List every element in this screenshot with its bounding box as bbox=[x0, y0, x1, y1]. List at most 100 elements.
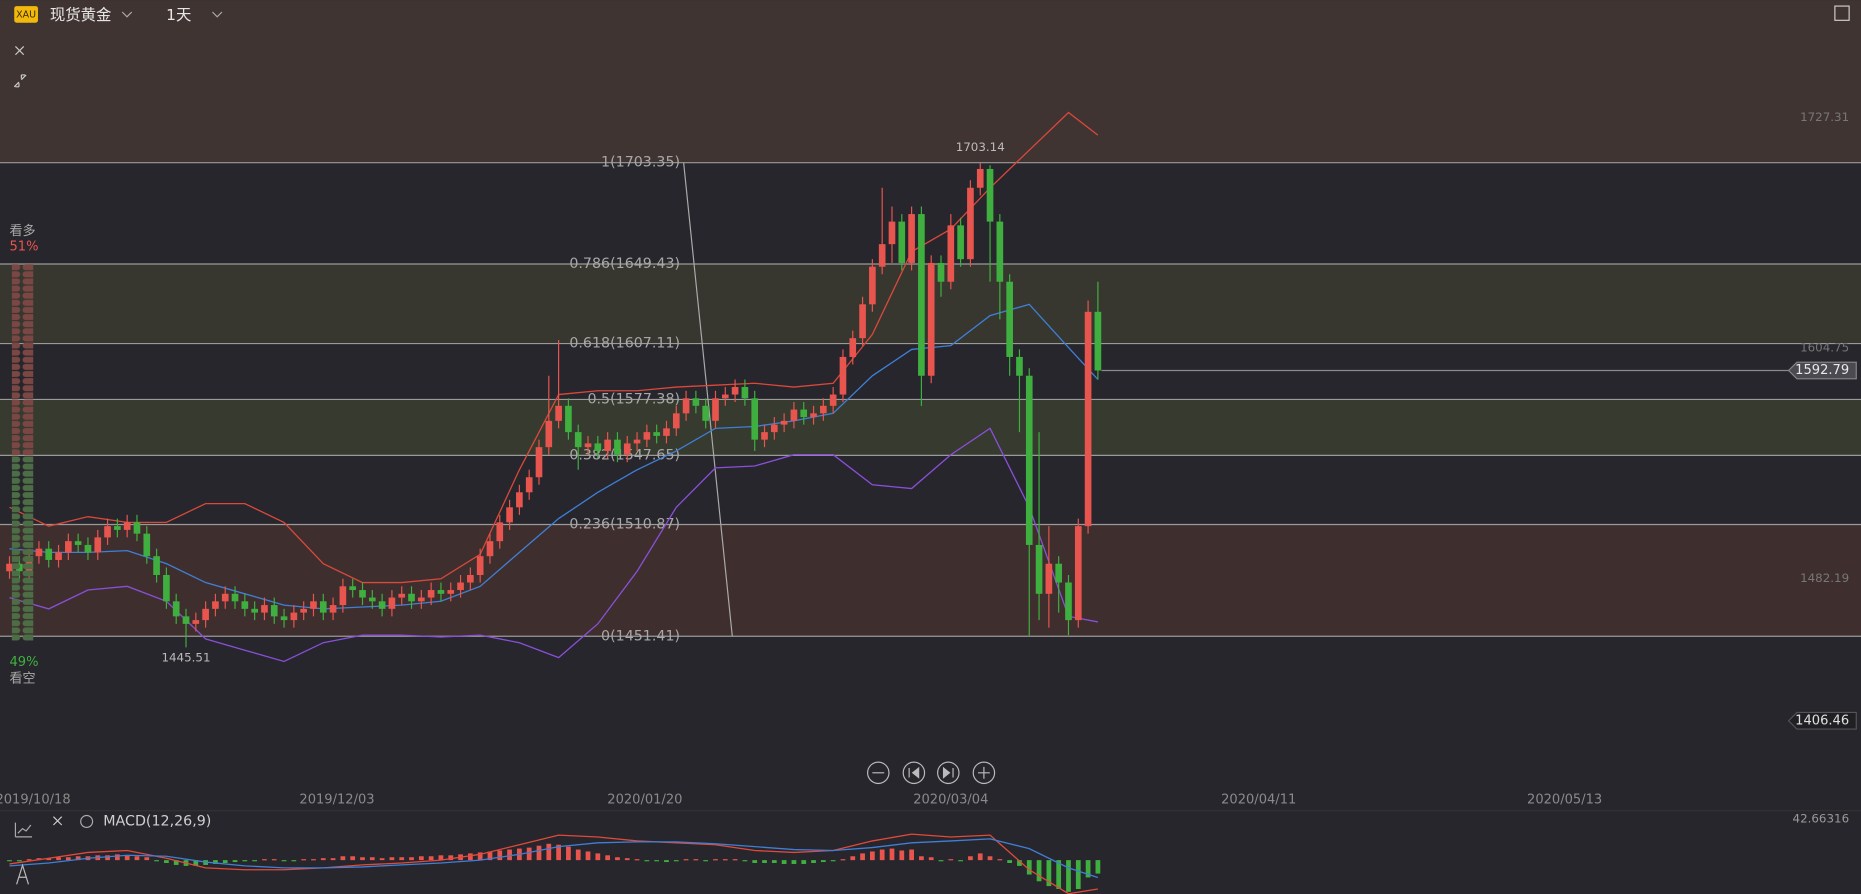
macd-bar bbox=[438, 855, 444, 861]
candle-body bbox=[918, 214, 925, 376]
candle-body bbox=[1035, 544, 1043, 594]
macd-bar bbox=[968, 856, 973, 861]
candle-body bbox=[741, 387, 749, 399]
candle-body bbox=[6, 563, 13, 572]
draw-tool-icon[interactable] bbox=[16, 863, 30, 885]
candle-body bbox=[780, 420, 788, 425]
x-tick-label: 2020/03/04 bbox=[913, 793, 988, 808]
macd-bar bbox=[615, 857, 620, 861]
bear-gauge bbox=[11, 456, 34, 642]
macd-bar bbox=[801, 860, 807, 864]
x-tick-label: 2020/01/20 bbox=[607, 793, 682, 808]
candle-body bbox=[418, 597, 425, 602]
candle-body bbox=[202, 608, 209, 621]
candle-body bbox=[545, 420, 553, 448]
x-tick-label: 2020/04/11 bbox=[1221, 793, 1296, 808]
candle-body bbox=[427, 590, 435, 598]
candle-body bbox=[261, 605, 268, 613]
macd-bar bbox=[899, 850, 905, 861]
candle-body bbox=[1065, 582, 1072, 621]
chevron[interactable] bbox=[212, 11, 223, 18]
candle-body bbox=[437, 590, 445, 594]
macd-bar bbox=[281, 860, 287, 862]
macd-bar bbox=[1056, 860, 1062, 889]
macd-bar bbox=[320, 858, 326, 861]
macd-bar bbox=[369, 857, 375, 861]
close-icon[interactable] bbox=[15, 46, 25, 56]
candle-body bbox=[123, 522, 131, 530]
macd-bar bbox=[75, 856, 81, 861]
interval[interactable]: 1天 bbox=[166, 6, 191, 24]
macd-bar bbox=[771, 860, 777, 864]
macd-bar bbox=[919, 856, 924, 861]
candle-body bbox=[221, 593, 229, 602]
settings-icon[interactable] bbox=[80, 814, 94, 828]
macd-bar bbox=[1046, 860, 1052, 887]
zoom-out[interactable] bbox=[867, 761, 890, 785]
macd-bar bbox=[1075, 860, 1081, 889]
fib-label: 0.5(1577.38) bbox=[587, 391, 680, 407]
candle-body bbox=[967, 187, 974, 260]
scroll-end[interactable] bbox=[937, 761, 960, 785]
macd-bar bbox=[654, 860, 660, 862]
macd-bar bbox=[399, 857, 405, 861]
remove-indicator[interactable] bbox=[52, 816, 63, 826]
candle-body bbox=[574, 432, 582, 448]
macd-bar bbox=[7, 860, 12, 862]
macd-bar bbox=[477, 852, 483, 861]
macd-bar bbox=[566, 846, 571, 861]
candle-body bbox=[270, 605, 278, 617]
candle-body bbox=[182, 616, 190, 624]
macd-bar bbox=[311, 859, 316, 861]
candle-body bbox=[143, 533, 151, 557]
scroll-start[interactable] bbox=[902, 761, 926, 785]
candle-body bbox=[721, 394, 729, 399]
candle-body bbox=[398, 593, 406, 598]
chevron[interactable] bbox=[121, 11, 133, 18]
macd-bar bbox=[1007, 860, 1013, 864]
macd-bar bbox=[222, 860, 228, 864]
macd-bar bbox=[585, 851, 591, 861]
macd-bar bbox=[556, 844, 561, 861]
fib-label: 0.382(1547.65) bbox=[569, 447, 680, 463]
fib-label: 1(1703.35) bbox=[601, 155, 680, 171]
candle-body bbox=[133, 522, 141, 534]
candle-body bbox=[241, 601, 249, 609]
x-tick-label: 2019/12/03 bbox=[299, 793, 374, 808]
macd-bar bbox=[154, 860, 159, 862]
candle-body bbox=[643, 432, 651, 440]
candle-body bbox=[329, 605, 337, 613]
candle-body bbox=[623, 443, 631, 455]
candle-body bbox=[761, 432, 768, 440]
symbol-icon[interactable] bbox=[14, 6, 38, 23]
collapse-icon[interactable] bbox=[13, 74, 27, 88]
macd-bar bbox=[340, 856, 346, 861]
macd-bar bbox=[497, 850, 503, 861]
candle-body bbox=[476, 556, 484, 576]
candle-body bbox=[1094, 311, 1102, 371]
candle-body bbox=[731, 387, 739, 395]
macd-bar bbox=[418, 856, 424, 861]
macd-bar bbox=[360, 857, 365, 861]
macd-bar bbox=[1036, 860, 1042, 882]
symbol-name[interactable]: 现货黄金 bbox=[50, 6, 112, 24]
macd-bar bbox=[546, 843, 552, 861]
macd-bar bbox=[762, 860, 767, 864]
candle-body bbox=[1084, 311, 1092, 527]
macd-bar bbox=[830, 860, 836, 862]
candle-body bbox=[1025, 375, 1033, 545]
candle-body bbox=[957, 225, 964, 260]
macd-bar bbox=[1095, 860, 1101, 874]
macd-bar bbox=[114, 854, 120, 861]
candle-body bbox=[996, 221, 1004, 282]
candle-body bbox=[359, 590, 366, 598]
indicator-icon[interactable] bbox=[14, 822, 33, 838]
last-price-tag bbox=[1787, 361, 1857, 380]
layout-icon[interactable] bbox=[1834, 5, 1850, 21]
macd-bar bbox=[1066, 860, 1071, 892]
candle-body bbox=[790, 409, 798, 421]
macd-title: MACD(12,26,9) bbox=[103, 813, 211, 829]
macd-bar bbox=[448, 855, 454, 861]
zoom-in[interactable] bbox=[972, 761, 996, 785]
